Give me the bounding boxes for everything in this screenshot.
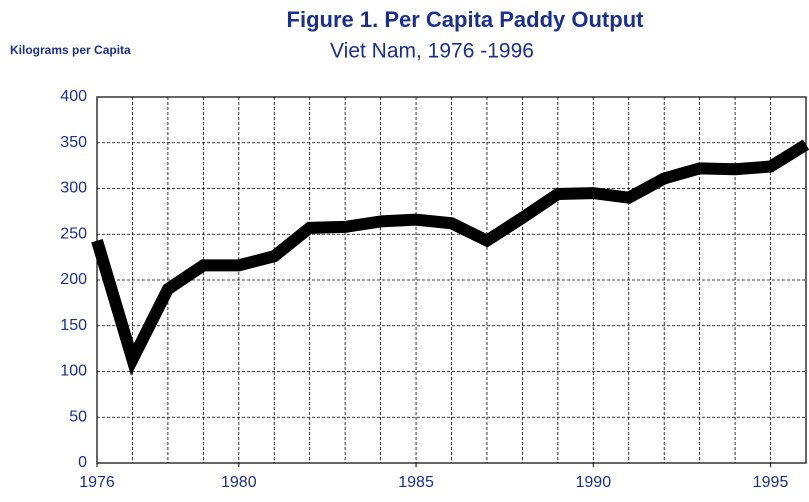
y-tick-label: 100	[60, 363, 87, 380]
y-tick-label: 350	[60, 134, 87, 151]
y-axis-label: Kilograms per Capita	[10, 43, 131, 57]
y-tick-label: 50	[69, 408, 87, 425]
y-tick-label: 400	[60, 88, 87, 105]
chart-subtitle: Viet Nam, 1976 -1996	[330, 40, 534, 63]
x-tick-label: 1990	[576, 474, 612, 491]
x-tick-label: 1980	[221, 474, 257, 491]
y-tick-label: 300	[60, 180, 87, 197]
x-tick-label: 1976	[79, 474, 115, 491]
y-tick-label: 0	[78, 454, 87, 471]
y-tick-label: 250	[60, 225, 87, 242]
plot-border	[96, 96, 807, 464]
data-line	[91, 139, 809, 376]
x-tick-label: 1995	[753, 474, 789, 491]
y-tick-label: 200	[60, 271, 87, 288]
chart-title: Figure 1. Per Capita Paddy Output	[287, 7, 645, 32]
x-tick-label: 1985	[398, 474, 434, 491]
y-tick-label: 150	[60, 317, 87, 334]
